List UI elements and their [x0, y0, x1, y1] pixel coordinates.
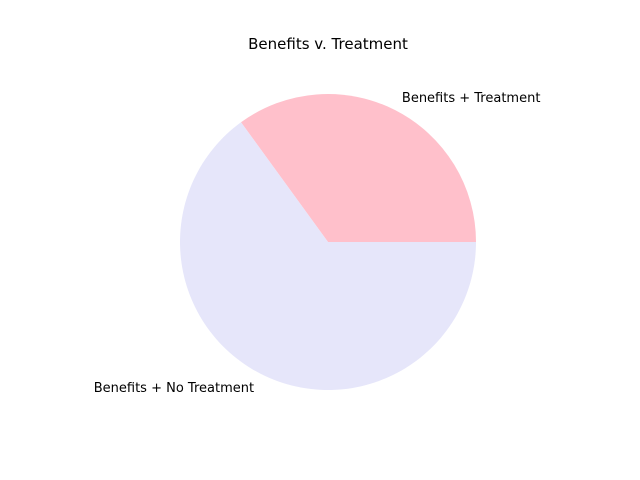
chart-title: Benefits v. Treatment [248, 35, 408, 53]
pie-labels: Benefits + Treatment Benefits + No Treatm… [94, 91, 541, 396]
pie-slice-1 [241, 94, 477, 242]
pie-slice-label-1: Benefits + Treatment [402, 91, 541, 106]
pie-slices [180, 94, 477, 390]
pie-slice-2 [180, 122, 477, 390]
pie-slice-label-2: Benefits + No Treatment [94, 381, 254, 396]
